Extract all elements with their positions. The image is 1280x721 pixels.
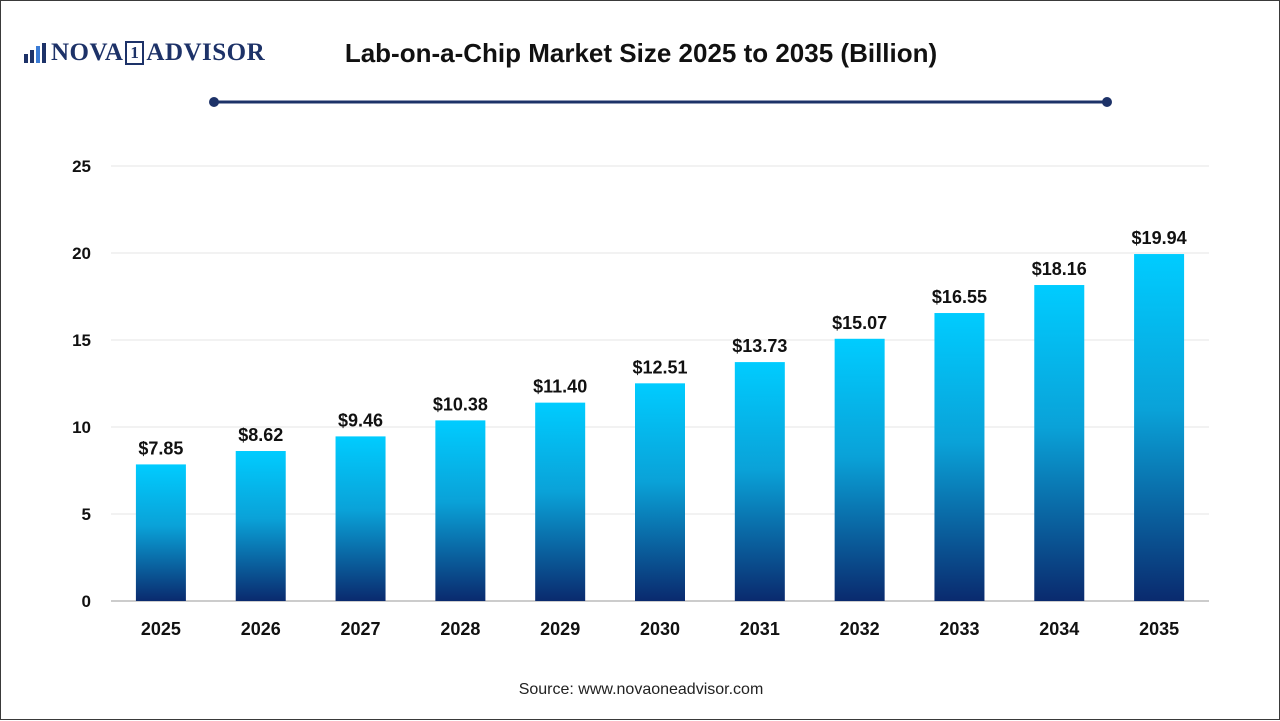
bar-chart-logo-icon (24, 43, 46, 63)
source-note: Source: www.novaoneadvisor.com (518, 681, 764, 698)
chart-title: Lab-on-a-Chip Market Size 2025 to 2035 (… (344, 38, 938, 68)
data-label-2031: $13.73 (732, 336, 787, 356)
logo-text-one: 1 (125, 41, 145, 65)
data-label-2027: $9.46 (338, 410, 383, 430)
x-tick-label-2027: 2027 (341, 619, 381, 639)
y-tick-label: 10 (72, 418, 91, 437)
data-label-2029: $11.40 (533, 377, 587, 397)
data-labels: $7.85 $8.62 $9.46 $10.38 $11.40 $12.51 $13.73 $… (138, 228, 1186, 458)
y-tick-label: 25 (72, 157, 91, 176)
bar-2033 (934, 313, 985, 601)
logo-text-advisor: ADVISOR (146, 39, 266, 66)
x-tick-label-2028: 2028 (440, 619, 480, 639)
data-label-2035: $19.94 (1132, 228, 1187, 248)
x-tick-label-2031: 2031 (740, 619, 780, 639)
data-label-2026: $8.62 (238, 425, 283, 445)
x-tick-label-2033: 2033 (939, 619, 979, 639)
bar-2034 (1034, 285, 1085, 601)
data-label-2028: $10.38 (433, 394, 488, 414)
bar-2026 (235, 451, 286, 601)
y-tick-label: 15 (72, 331, 91, 350)
bars (135, 254, 1185, 601)
y-tick-label: 0 (82, 592, 91, 611)
logo-text-nova: NOVA (51, 39, 124, 66)
y-axis-ticks: 0 5 10 15 20 25 (72, 157, 91, 611)
x-tick-label-2026: 2026 (241, 619, 281, 639)
data-label-2025: $7.85 (138, 438, 183, 458)
bar-2032 (834, 338, 885, 601)
x-axis-ticks: 2025 2026 2027 2028 2029 2030 2031 2032 2033 2034… (141, 619, 1179, 639)
bar-2035 (1134, 254, 1185, 601)
x-tick-label-2025: 2025 (141, 619, 181, 639)
x-tick-label-2034: 2034 (1039, 619, 1079, 639)
bar-2031 (734, 362, 785, 601)
y-tick-label: 5 (82, 505, 91, 524)
x-tick-label-2030: 2030 (640, 619, 680, 639)
data-label-2030: $12.51 (632, 357, 687, 377)
logo: NOVA 1 ADVISOR (23, 39, 265, 67)
title-underline (209, 97, 1112, 107)
bar-2030 (635, 383, 685, 601)
data-label-2032: $15.07 (832, 313, 887, 333)
data-label-2033: $16.55 (932, 287, 987, 307)
bar-2028 (435, 420, 486, 601)
bar-2025 (135, 464, 186, 601)
logo-text: NOVA 1 ADVISOR (51, 39, 265, 67)
data-label-2034: $18.16 (1032, 259, 1087, 279)
x-tick-label-2035: 2035 (1139, 619, 1179, 639)
x-tick-label-2032: 2032 (840, 619, 880, 639)
bar-2029 (535, 402, 586, 601)
y-tick-label: 20 (72, 244, 91, 263)
x-tick-label-2029: 2029 (540, 619, 580, 639)
bar-2027 (335, 436, 386, 601)
